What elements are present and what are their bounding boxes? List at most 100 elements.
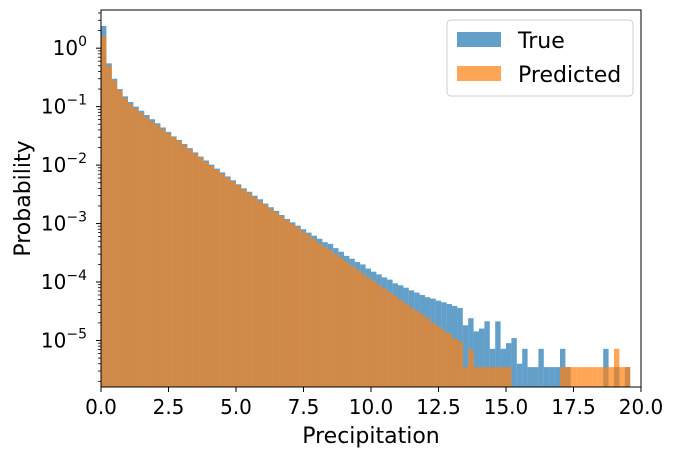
bar-predicted-42 bbox=[327, 250, 334, 387]
legend-swatch-predicted bbox=[457, 66, 501, 81]
y-axis-label: Probability bbox=[11, 140, 36, 256]
bar-predicted-23 bbox=[225, 177, 231, 387]
bar-predicted-29 bbox=[257, 201, 263, 387]
bar-predicted-16 bbox=[187, 149, 193, 387]
bar-predicted-24 bbox=[230, 181, 236, 387]
bar-predicted-17 bbox=[192, 153, 199, 387]
bar-predicted-58 bbox=[414, 310, 420, 387]
bar-predicted-65 bbox=[452, 338, 458, 387]
bar-predicted-74 bbox=[500, 367, 506, 387]
bar-predicted-30 bbox=[263, 204, 269, 387]
bar-predicted-81 bbox=[587, 367, 593, 387]
legend-swatch-true bbox=[457, 32, 501, 47]
bar-predicted-15 bbox=[182, 145, 188, 387]
x-tick-label: 5.0 bbox=[220, 395, 252, 419]
bar-predicted-31 bbox=[268, 208, 274, 387]
bar-predicted-13 bbox=[171, 137, 177, 387]
bar-predicted-67 bbox=[462, 367, 469, 387]
legend-label-predicted: Predicted bbox=[518, 63, 621, 88]
x-tick-label: 12.5 bbox=[416, 395, 461, 419]
bar-true-78 bbox=[522, 348, 528, 387]
bar-predicted-41 bbox=[322, 246, 328, 387]
bar-predicted-14 bbox=[176, 140, 182, 387]
bar-predicted-43 bbox=[333, 254, 339, 387]
y-axis-ticks: 10−5 10−4 10−3 10−2 10−1 100 bbox=[41, 12, 101, 382]
bar-predicted-5 bbox=[128, 104, 134, 387]
bar-predicted-64 bbox=[446, 333, 452, 387]
bar-true-75 bbox=[506, 343, 512, 387]
x-tick-label: 20.0 bbox=[619, 395, 664, 419]
bar-predicted-52 bbox=[381, 288, 388, 387]
bar-true-70 bbox=[479, 328, 485, 387]
bar-predicted-37 bbox=[300, 231, 307, 387]
bar-predicted-27 bbox=[246, 193, 253, 387]
bar-predicted-56 bbox=[403, 303, 409, 387]
bar-predicted-46 bbox=[349, 265, 355, 387]
bar-predicted-39 bbox=[311, 239, 317, 387]
bar-predicted-60 bbox=[425, 318, 431, 387]
x-tick-label: 7.5 bbox=[288, 395, 320, 419]
bar-predicted-21 bbox=[214, 169, 220, 387]
bar-predicted-49 bbox=[365, 277, 371, 387]
bar-predicted-4 bbox=[122, 98, 128, 388]
bar-predicted-54 bbox=[392, 295, 398, 387]
bar-true-84 bbox=[554, 367, 560, 387]
bar-true-82 bbox=[543, 367, 550, 387]
legend-label-true: True bbox=[517, 29, 565, 54]
bar-true-81 bbox=[538, 348, 544, 387]
bar-predicted-87 bbox=[619, 367, 625, 387]
bar-true-73 bbox=[495, 321, 501, 387]
bar-predicted-76 bbox=[560, 367, 566, 387]
x-tick-label: 0.0 bbox=[85, 395, 117, 419]
bar-predicted-68 bbox=[468, 349, 474, 387]
bar-predicted-9 bbox=[149, 121, 155, 387]
bar-predicted-73 bbox=[495, 367, 501, 387]
bar-true-76 bbox=[511, 338, 517, 387]
bar-true-71 bbox=[484, 321, 490, 387]
bar-predicted-19 bbox=[203, 161, 209, 387]
bar-predicted-57 bbox=[408, 307, 415, 387]
bar-predicted-32 bbox=[273, 212, 280, 387]
y-tick-label: 10−3 bbox=[41, 210, 87, 236]
bar-predicted-78 bbox=[570, 367, 577, 387]
bar-predicted-26 bbox=[241, 189, 247, 387]
bar-predicted-79 bbox=[576, 367, 582, 387]
bar-predicted-44 bbox=[338, 257, 344, 387]
bar-predicted-83 bbox=[597, 367, 604, 387]
bar-predicted-75 bbox=[506, 367, 512, 387]
y-tick-label: 10−5 bbox=[41, 326, 87, 352]
bar-true-67 bbox=[462, 325, 469, 387]
bar-predicted-25 bbox=[236, 185, 242, 387]
y-tick-label: 10−1 bbox=[41, 93, 87, 119]
bar-predicted-2 bbox=[111, 80, 118, 388]
plot-area bbox=[101, 25, 631, 388]
x-axis-ticks: 0.0 2.5 5.0 7.5 10.0 12.5 15.0 17.5 20.0 bbox=[85, 387, 663, 419]
series-predicted-bars bbox=[101, 36, 631, 388]
bar-predicted-84 bbox=[603, 367, 609, 387]
x-tick-label: 10.0 bbox=[349, 395, 394, 419]
bar-predicted-82 bbox=[592, 367, 598, 387]
bar-predicted-51 bbox=[376, 284, 382, 387]
bar-predicted-18 bbox=[198, 157, 204, 387]
bar-predicted-28 bbox=[252, 197, 258, 387]
bar-predicted-48 bbox=[360, 273, 366, 387]
bar-predicted-85 bbox=[608, 367, 614, 387]
bar-predicted-80 bbox=[581, 367, 587, 387]
bar-predicted-38 bbox=[306, 235, 312, 387]
bar-predicted-47 bbox=[354, 269, 361, 387]
bar-predicted-6 bbox=[133, 108, 139, 387]
bar-predicted-7 bbox=[138, 112, 145, 387]
bar-predicted-86 bbox=[614, 348, 620, 387]
bar-predicted-8 bbox=[144, 117, 150, 388]
bar-predicted-63 bbox=[441, 330, 447, 387]
bar-predicted-1 bbox=[106, 65, 112, 387]
bar-predicted-66 bbox=[457, 341, 463, 387]
x-tick-label: 17.5 bbox=[551, 395, 596, 419]
bar-true-80 bbox=[533, 367, 539, 387]
bar-predicted-40 bbox=[317, 243, 323, 387]
bar-true-77 bbox=[516, 363, 523, 387]
bar-true-69 bbox=[473, 331, 479, 387]
bar-predicted-72 bbox=[489, 367, 496, 387]
bar-predicted-69 bbox=[473, 367, 479, 387]
